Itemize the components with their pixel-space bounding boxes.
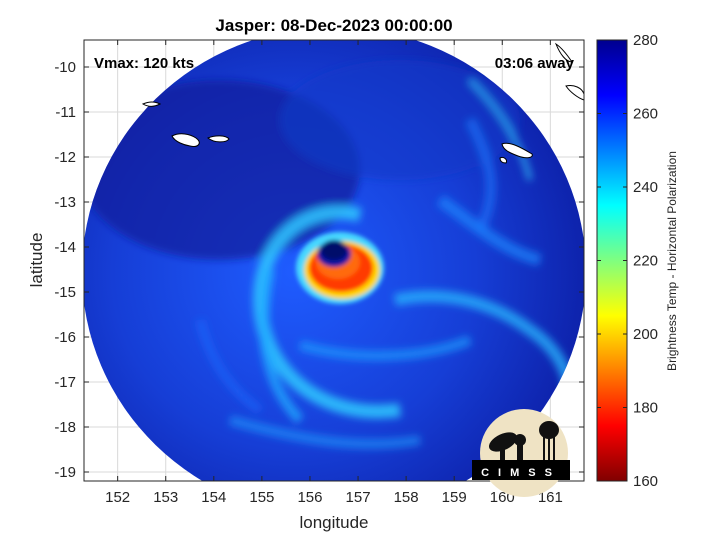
x-tick-label: 159 <box>442 489 467 506</box>
x-tick-label: 153 <box>153 489 178 506</box>
colorbar-tick-label: 260 <box>633 106 658 123</box>
colorbar-tick-label: 200 <box>633 326 658 343</box>
y-tick-label: -13 <box>54 194 76 211</box>
y-axis-label: latitude <box>27 233 46 288</box>
vmax-label: Vmax: 120 kts <box>94 55 194 72</box>
x-tick-label: 152 <box>105 489 130 506</box>
y-tick-label: -18 <box>54 419 76 436</box>
colorbar-tick-label: 240 <box>633 179 658 196</box>
dish-icon <box>488 432 518 452</box>
y-tick-label: -10 <box>54 59 76 76</box>
microwave-swath <box>84 40 584 481</box>
y-tick-label: -15 <box>54 284 76 301</box>
cimss-logo: CIMSS <box>472 409 570 497</box>
coastline-island <box>207 135 230 143</box>
colorbar <box>596 39 628 482</box>
coastline-island <box>171 133 200 147</box>
y-tick-label: -16 <box>54 329 76 346</box>
logo-banner <box>472 460 570 480</box>
colorbar-tick-label: 220 <box>633 253 658 270</box>
axes-frame <box>83 39 585 482</box>
y-tick-label: -17 <box>54 374 76 391</box>
coastline-island <box>501 142 533 159</box>
y-tick-label: -11 <box>55 104 76 121</box>
coastline-island <box>141 101 162 107</box>
x-tick-label: 157 <box>346 489 371 506</box>
colorbar-label: Brightness Temp - Horizontal Polarizatio… <box>665 151 679 371</box>
coastlines <box>141 42 585 164</box>
x-axis-label: longitude <box>299 513 368 532</box>
water-tower-icon <box>539 421 559 439</box>
y-tick-label: -12 <box>54 149 76 166</box>
y-tick-label: -19 <box>54 464 76 481</box>
x-tick-label: 161 <box>538 489 563 506</box>
colorbar-tick-label: 180 <box>633 400 658 417</box>
coastline-island <box>554 42 573 63</box>
y-axis-ticks: -10 -11 -12 -13 -14 -15 -16 -17 -18 -19 <box>54 59 584 481</box>
x-tick-label: 155 <box>249 489 274 506</box>
colorbar-tick-label: 280 <box>633 32 658 49</box>
plot-title: Jasper: 08-Dec-2023 00:00:00 <box>215 16 452 35</box>
colorbar-tick-label: 160 <box>633 473 658 490</box>
x-tick-label: 154 <box>201 489 226 506</box>
logo-text: CIMSS <box>481 467 561 479</box>
x-axis-ticks: 152 153 154 155 156 157 158 159 160 161 <box>105 40 563 506</box>
coastline-island <box>499 157 507 164</box>
time-away-label: 03:06 away <box>495 55 575 72</box>
x-tick-label: 158 <box>394 489 419 506</box>
x-tick-label: 156 <box>297 489 322 506</box>
colorbar-ticks: 160 180 200 220 240 260 280 <box>597 32 658 490</box>
y-tick-label: -14 <box>54 239 76 256</box>
